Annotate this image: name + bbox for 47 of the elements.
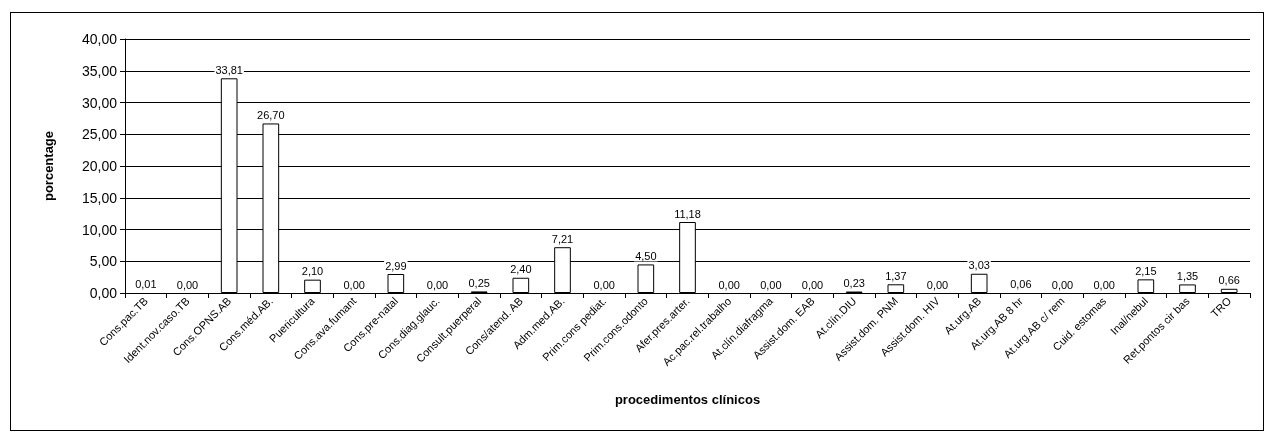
- y-tick-label: 10,00: [81, 221, 118, 238]
- y-tick-label: 0,00: [89, 285, 118, 301]
- data-label: 11,18: [674, 207, 701, 220]
- data-label: 7,21: [551, 232, 574, 245]
- data-label: 0,25: [468, 276, 490, 289]
- bar: [1179, 284, 1196, 293]
- data-label: 0,23: [843, 277, 865, 290]
- data-label: 0,00: [176, 278, 199, 291]
- data-label: 0,66: [1218, 274, 1240, 287]
- x-axis-title: procedimentos clínicos: [614, 392, 761, 407]
- data-label: 3,03: [968, 259, 990, 272]
- data-label: 0,00: [926, 278, 949, 291]
- y-tick-label: 15,00: [81, 189, 118, 206]
- data-label: 33,81: [215, 63, 243, 76]
- y-tick-label: 5,00: [89, 253, 118, 270]
- data-label: 0,00: [801, 278, 824, 291]
- data-label: 0,00: [1051, 278, 1074, 291]
- data-label: 2,10: [301, 265, 324, 278]
- data-label: 0,00: [343, 278, 365, 291]
- bar: [512, 277, 530, 293]
- data-label: 0,06: [1010, 278, 1032, 291]
- data-label: 2,40: [510, 263, 532, 276]
- data-label: 1,35: [1176, 269, 1199, 282]
- data-label: 26,70: [257, 108, 285, 121]
- bar: [1220, 288, 1238, 293]
- data-label: 0,00: [593, 278, 615, 291]
- data-label: 2,99: [385, 259, 407, 272]
- bar: [304, 279, 321, 293]
- data-label: 1,37: [885, 269, 907, 282]
- bar: [1137, 279, 1155, 293]
- y-axis-title: porcentage: [41, 130, 56, 202]
- y-tick-label: 40,00: [81, 31, 118, 47]
- y-tick-label: 30,00: [81, 94, 118, 111]
- data-label: 0,01: [135, 278, 157, 291]
- y-tick-label: 20,00: [81, 158, 118, 174]
- bar: [970, 273, 988, 293]
- y-tick-label: 35,00: [81, 62, 118, 79]
- bar: [387, 274, 405, 293]
- bar: [887, 284, 905, 293]
- data-label: 0,00: [1093, 278, 1115, 291]
- y-tick-label: 25,00: [81, 126, 118, 143]
- x-tick-label: TRO: [1208, 294, 1234, 320]
- data-label: 0,00: [426, 278, 449, 291]
- data-label: 2,15: [1135, 264, 1157, 277]
- data-label: 0,00: [760, 278, 782, 291]
- data-label: 0,00: [718, 278, 740, 291]
- data-label: 4,50: [635, 249, 657, 262]
